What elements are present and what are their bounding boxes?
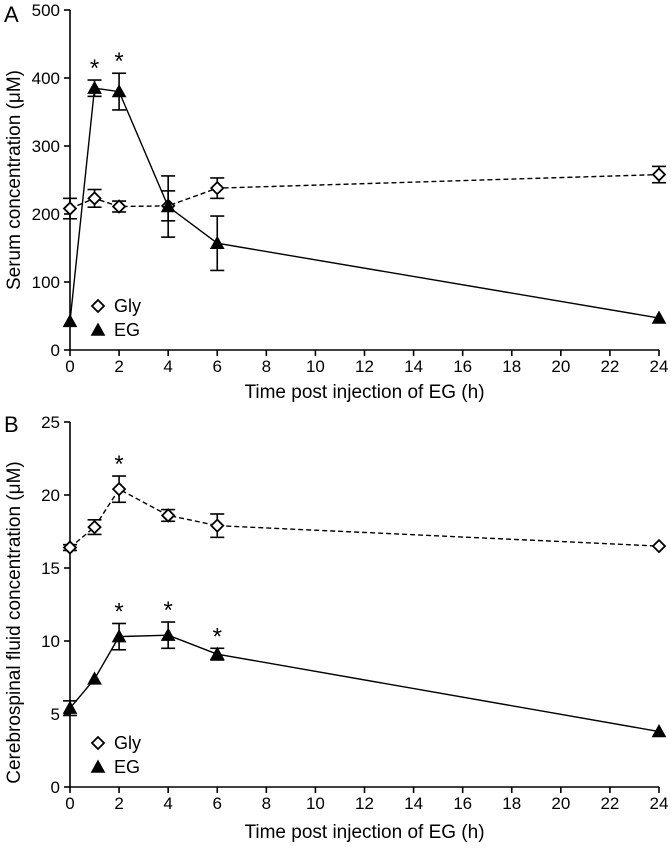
series-line-eg	[69, 634, 660, 733]
significance-star: *	[90, 55, 99, 82]
data-point-eg	[209, 646, 225, 660]
x-tick-label: 6	[213, 357, 222, 376]
legend-label-eg: EG	[114, 757, 140, 777]
data-point-eg	[62, 313, 78, 328]
x-axis-title: Time post injection of EG (h)	[244, 822, 484, 843]
significance-star: *	[114, 598, 123, 625]
y-tick-label: 5	[51, 705, 60, 724]
x-axis-title: Time post injection of EG (h)	[244, 382, 484, 403]
legend-label-gly: Gly	[114, 296, 141, 316]
significance-star: *	[114, 451, 123, 478]
panel-letter: A	[4, 2, 19, 27]
x-tick-label: 14	[404, 794, 423, 813]
x-tick-label: 24	[650, 794, 669, 813]
x-tick-label: 8	[262, 794, 271, 813]
data-point-eg	[651, 310, 667, 324]
data-point-gly	[651, 167, 667, 182]
y-tick-label: 25	[41, 413, 60, 432]
legend-label-gly: Gly	[114, 733, 141, 753]
data-point-gly	[651, 538, 667, 554]
significance-star: *	[163, 597, 172, 624]
x-tick-label: 6	[213, 794, 222, 813]
data-point-gly	[62, 540, 78, 555]
y-tick-label: 0	[51, 341, 60, 360]
x-tick-label: 18	[502, 357, 521, 376]
data-point-eg	[209, 235, 225, 249]
series-gly	[62, 475, 667, 555]
data-point-eg	[90, 322, 106, 336]
y-tick-label: 200	[32, 205, 60, 224]
data-point-gly	[111, 481, 127, 497]
series-line-gly	[69, 173, 660, 210]
x-tick-label: 22	[600, 357, 619, 376]
x-tick-label: 4	[163, 357, 172, 376]
x-tick-label: 16	[453, 357, 472, 376]
x-tick-label: 10	[306, 794, 325, 813]
x-tick-label: 0	[65, 794, 74, 813]
series-gly	[62, 165, 667, 222]
x-tick-label: 12	[355, 357, 374, 376]
x-tick-label: 12	[355, 794, 374, 813]
x-tick-label: 16	[453, 794, 472, 813]
data-point-gly	[62, 201, 78, 216]
data-point-gly	[111, 199, 127, 214]
data-point-eg	[111, 84, 127, 98]
data-point-eg	[111, 629, 127, 643]
data-point-gly	[87, 191, 102, 206]
y-tick-label: 500	[32, 1, 60, 20]
data-point-eg	[90, 759, 106, 773]
data-point-gly	[209, 180, 225, 196]
data-point-eg	[651, 723, 667, 738]
y-tick-label: 15	[41, 559, 60, 578]
data-point-gly	[90, 735, 106, 751]
series-line-eg	[69, 87, 660, 322]
legend: Gly EG	[90, 733, 141, 777]
significance-star: *	[114, 48, 123, 75]
y-tick-label: 100	[32, 273, 60, 292]
y-tick-label: 0	[51, 778, 60, 797]
series-eg	[62, 621, 667, 738]
x-tick-label: 20	[551, 357, 570, 376]
y-axis-title: Cerebrospinal fluid concentration (μM)	[4, 461, 25, 783]
x-tick-label: 14	[404, 357, 423, 376]
legend-label-eg: EG	[114, 320, 140, 340]
data-point-gly	[160, 508, 176, 523]
series-line-gly	[69, 488, 660, 549]
x-tick-label: 2	[114, 357, 123, 376]
x-tick-label: 18	[502, 794, 521, 813]
significance-star: *	[213, 623, 222, 650]
y-tick-label: 20	[41, 486, 60, 505]
series-eg	[62, 72, 667, 328]
x-tick-label: 8	[262, 357, 271, 376]
legend: Gly EG	[90, 296, 141, 340]
data-point-gly	[87, 519, 102, 535]
data-point-eg	[87, 671, 102, 685]
x-tick-label: 4	[163, 794, 172, 813]
data-point-eg	[160, 198, 176, 213]
y-tick-label: 300	[32, 137, 60, 156]
y-axis-title: Serum concentration (μM)	[4, 70, 25, 290]
data-point-gly	[209, 518, 225, 533]
x-tick-label: 22	[600, 794, 619, 813]
x-tick-label: 10	[306, 357, 325, 376]
y-tick-label: 400	[32, 69, 60, 88]
x-tick-label: 20	[551, 794, 570, 813]
x-tick-label: 0	[65, 357, 74, 376]
y-tick-label: 10	[41, 632, 60, 651]
x-tick-label: 2	[114, 794, 123, 813]
x-tick-label: 24	[650, 357, 669, 376]
data-point-eg	[87, 80, 102, 94]
panel-letter: B	[4, 412, 19, 437]
data-point-eg	[62, 700, 78, 714]
data-point-eg	[160, 627, 176, 641]
data-point-gly	[90, 298, 106, 314]
